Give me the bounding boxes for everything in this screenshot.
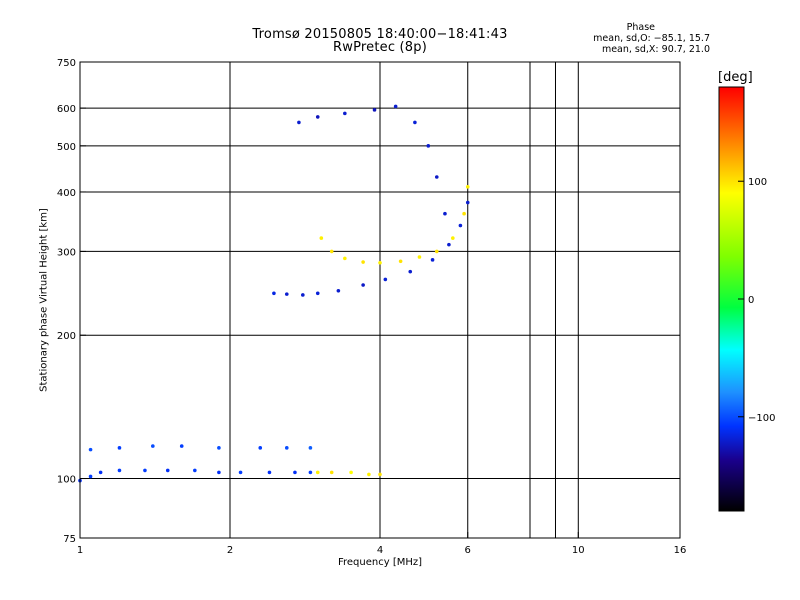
x-axis-label: Frequency [MHz] (337, 557, 423, 568)
data-point (378, 260, 382, 265)
chart-subtitle: RwPretec (8p) (333, 40, 427, 55)
data-point (343, 256, 347, 261)
data-point (336, 288, 341, 293)
data-point (88, 474, 93, 479)
data-point (272, 291, 276, 296)
data-point (238, 470, 243, 475)
data-point (293, 470, 297, 475)
data-point (143, 468, 147, 473)
data-point (383, 277, 388, 282)
data-point (308, 470, 313, 475)
data-point (349, 470, 353, 475)
data-point (329, 249, 334, 254)
data-point (458, 223, 463, 228)
x-tick-label: 1 (77, 545, 83, 556)
data-point (301, 293, 305, 297)
data-point (308, 446, 313, 450)
data-point (426, 144, 431, 148)
data-point (258, 446, 263, 450)
data-point (88, 447, 93, 452)
data-point (284, 292, 289, 296)
data-point (217, 470, 221, 475)
data-point (329, 470, 334, 475)
x-tick-label: 16 (674, 545, 687, 556)
data-point (361, 260, 365, 264)
data-point (193, 468, 197, 473)
data-point (284, 446, 289, 450)
data-point (465, 200, 470, 205)
data-point (117, 468, 122, 473)
data-point (98, 470, 103, 475)
data-points (78, 104, 470, 483)
data-point (315, 291, 320, 296)
data-point (217, 446, 221, 450)
colorbar-ticks: 100 0 −100 (738, 177, 775, 424)
data-point (465, 185, 470, 189)
x-tick-label: 6 (465, 545, 471, 556)
data-point (179, 444, 184, 448)
data-point (315, 470, 320, 475)
data-point (393, 104, 398, 109)
chart-title: Tromsø 20150805 18:40:00−18:41:43 (252, 27, 508, 42)
data-point (443, 211, 447, 216)
data-point (408, 269, 413, 274)
data-point (430, 258, 435, 262)
colorbar-tick-label: 0 (748, 295, 754, 306)
phase-stats-x-mode: mean, sd,X: 90.7, 21.0 (601, 44, 710, 55)
x-tick-label: 2 (227, 545, 233, 556)
y-tick-label: 100 (57, 475, 76, 486)
y-tick-label: 75 (63, 534, 76, 545)
data-point (462, 211, 466, 216)
y-tick-label: 500 (57, 142, 76, 153)
y-tick-label: 750 (57, 58, 76, 69)
data-point (434, 175, 439, 179)
x-tick-label: 4 (377, 545, 383, 556)
colorbar-unit-label: [deg] (718, 70, 753, 85)
data-point (151, 444, 155, 448)
data-point (267, 470, 272, 475)
data-point (117, 446, 122, 450)
phase-stats-heading: Phase (626, 22, 655, 33)
data-point (398, 259, 403, 264)
data-point (315, 115, 320, 119)
data-point (361, 283, 365, 287)
axis-ticks (79, 61, 681, 539)
data-point (343, 111, 347, 116)
data-point (297, 120, 301, 125)
y-tick-label: 400 (57, 188, 76, 199)
data-point (451, 236, 455, 240)
x-tick-label: 10 (572, 545, 585, 556)
data-point (417, 255, 422, 259)
y-tick-label: 200 (57, 331, 76, 342)
data-point (367, 472, 371, 477)
data-point (372, 108, 377, 112)
data-point (434, 249, 439, 254)
data-point (447, 242, 451, 247)
data-point (413, 120, 417, 125)
data-point (165, 468, 170, 473)
data-point (378, 472, 382, 477)
axis-tick-labels: 1 2 4 6 10 16 75 100 200 300 400 500 600 750 (57, 58, 686, 556)
y-tick-label: 300 (57, 247, 76, 258)
data-point (319, 236, 324, 240)
colorbar-tick-label: 100 (748, 177, 767, 188)
colorbar-tick-label: −100 (748, 413, 775, 424)
y-tick-label: 600 (57, 104, 76, 115)
grid-lines (80, 62, 680, 538)
phase-stats-o-mode: mean, sd,O: −85.1, 15.7 (593, 33, 710, 44)
